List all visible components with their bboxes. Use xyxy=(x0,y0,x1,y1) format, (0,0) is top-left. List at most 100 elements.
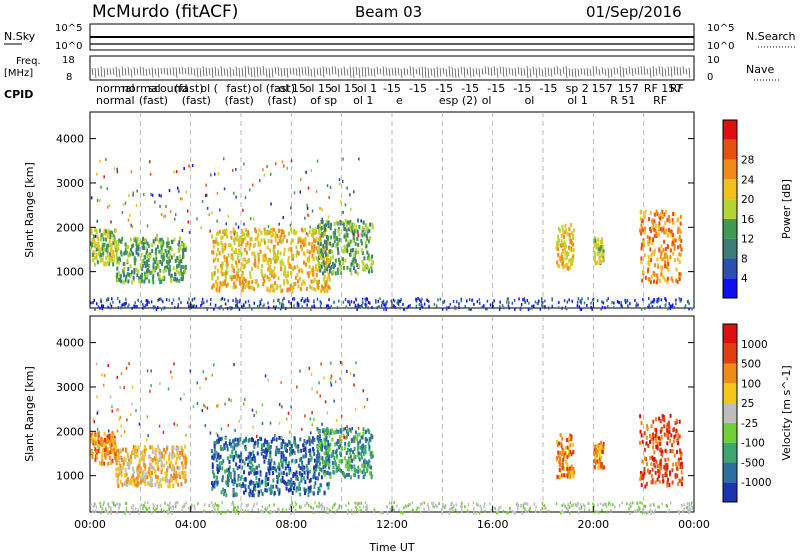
cpid-row1-entry: -15 xyxy=(513,82,531,95)
freq-trace-segment xyxy=(256,66,259,78)
colorbar-tick-label: 25 xyxy=(741,398,754,410)
echo-cell xyxy=(98,228,101,233)
echo-cell xyxy=(320,288,323,293)
freq-trace-segment xyxy=(337,68,340,77)
sparse-echo-cell xyxy=(235,195,237,199)
ground-scatter-cell xyxy=(460,501,463,505)
echo-cell xyxy=(267,458,270,463)
ground-scatter-cell xyxy=(320,301,323,305)
sparse-echo-cell xyxy=(352,233,355,237)
echo-cell xyxy=(564,264,567,269)
ground-scatter-cell xyxy=(453,504,455,508)
echo-cell xyxy=(657,474,660,479)
ground-scatter-cell xyxy=(408,503,410,507)
echo-cell xyxy=(275,233,278,238)
echo-cell xyxy=(660,244,663,249)
echo-cell xyxy=(678,237,681,242)
echo-cell xyxy=(368,462,371,467)
ground-scatter-cell xyxy=(513,298,516,302)
echo-cell xyxy=(240,261,243,266)
ground-scatter-cell xyxy=(577,297,580,301)
ground-scatter-cell xyxy=(125,501,128,505)
sparse-echo-cell xyxy=(149,389,151,393)
echo-cell xyxy=(593,458,596,463)
echo-cell xyxy=(280,263,283,268)
echo-cell xyxy=(232,481,235,486)
echo-cell xyxy=(217,242,220,247)
echo-cell xyxy=(91,455,94,460)
echo-cell xyxy=(92,234,95,239)
echo-cell xyxy=(352,226,355,231)
echo-cell xyxy=(213,444,216,449)
echo-cell xyxy=(317,238,320,243)
echo-cell xyxy=(117,242,120,247)
echo-cell xyxy=(257,242,260,247)
echo-cell xyxy=(332,265,335,270)
ground-scatter-cell xyxy=(99,306,101,310)
echo-cell xyxy=(267,482,270,487)
echo-cell xyxy=(327,443,330,448)
nave-label: Nave xyxy=(746,63,774,76)
echo-cell xyxy=(270,487,273,492)
echo-cell xyxy=(235,237,238,242)
echo-cell xyxy=(336,267,339,272)
sparse-echo-cell xyxy=(322,430,325,434)
ground-scatter-cell xyxy=(521,511,523,515)
sparse-echo-cell xyxy=(216,219,218,223)
echo-cell xyxy=(230,253,233,258)
echo-cell xyxy=(280,471,283,476)
ground-scatter-cell xyxy=(594,510,597,514)
ground-scatter-cell xyxy=(579,503,582,507)
cpid-row1-entry: ol 15 xyxy=(305,82,332,95)
echo-cell xyxy=(216,482,219,487)
echo-cell xyxy=(180,271,183,276)
echo-cell xyxy=(334,459,337,464)
colorbar-segment xyxy=(723,462,737,483)
echo-cell xyxy=(243,277,246,282)
echo-cell xyxy=(94,241,97,246)
sparse-echo-cell xyxy=(310,372,313,376)
echo-cell xyxy=(650,436,653,441)
echo-cell xyxy=(299,239,302,244)
echo-cell xyxy=(224,277,227,282)
echo-cell xyxy=(334,271,337,276)
ground-scatter-cell xyxy=(109,506,112,510)
sparse-echo-cell xyxy=(270,202,272,206)
echo-cell xyxy=(235,277,238,282)
ground-scatter-cell xyxy=(332,503,335,507)
ground-scatter-cell xyxy=(440,507,443,511)
echo-cell xyxy=(249,454,252,459)
echo-cell xyxy=(112,241,115,246)
ground-scatter-cell xyxy=(288,507,291,511)
sparse-echo-cell xyxy=(211,211,213,215)
echo-cell xyxy=(262,282,265,287)
echo-cell xyxy=(369,452,372,457)
echo-cell xyxy=(565,254,568,259)
sparse-echo-cell xyxy=(204,424,207,428)
freq-trace-segment xyxy=(592,66,595,77)
ground-scatter-cell xyxy=(92,301,94,305)
ground-scatter-cell xyxy=(502,509,505,513)
ground-scatter-cell xyxy=(319,300,322,304)
echo-cell xyxy=(177,263,180,268)
freq-trace-segment xyxy=(442,67,445,75)
echo-cell xyxy=(168,271,171,276)
echo-cell xyxy=(119,479,122,484)
echo-cell xyxy=(310,285,313,290)
echo-cell xyxy=(131,280,134,285)
ground-scatter-cell xyxy=(258,304,261,308)
sparse-echo-cell xyxy=(290,206,292,210)
sparse-echo-cell xyxy=(310,169,313,173)
echo-cell xyxy=(225,256,228,261)
ground-scatter-cell xyxy=(143,305,145,309)
echo-cell xyxy=(167,261,170,266)
echo-cell xyxy=(319,268,322,273)
echo-cell xyxy=(232,467,235,472)
echo-cell xyxy=(121,482,124,487)
echo-cell xyxy=(291,289,294,294)
ground-scatter-cell xyxy=(300,298,303,302)
ground-scatter-cell xyxy=(520,504,522,508)
ground-scatter-cell xyxy=(355,501,357,505)
ground-scatter-cell xyxy=(263,303,265,307)
echo-cell xyxy=(266,231,269,236)
